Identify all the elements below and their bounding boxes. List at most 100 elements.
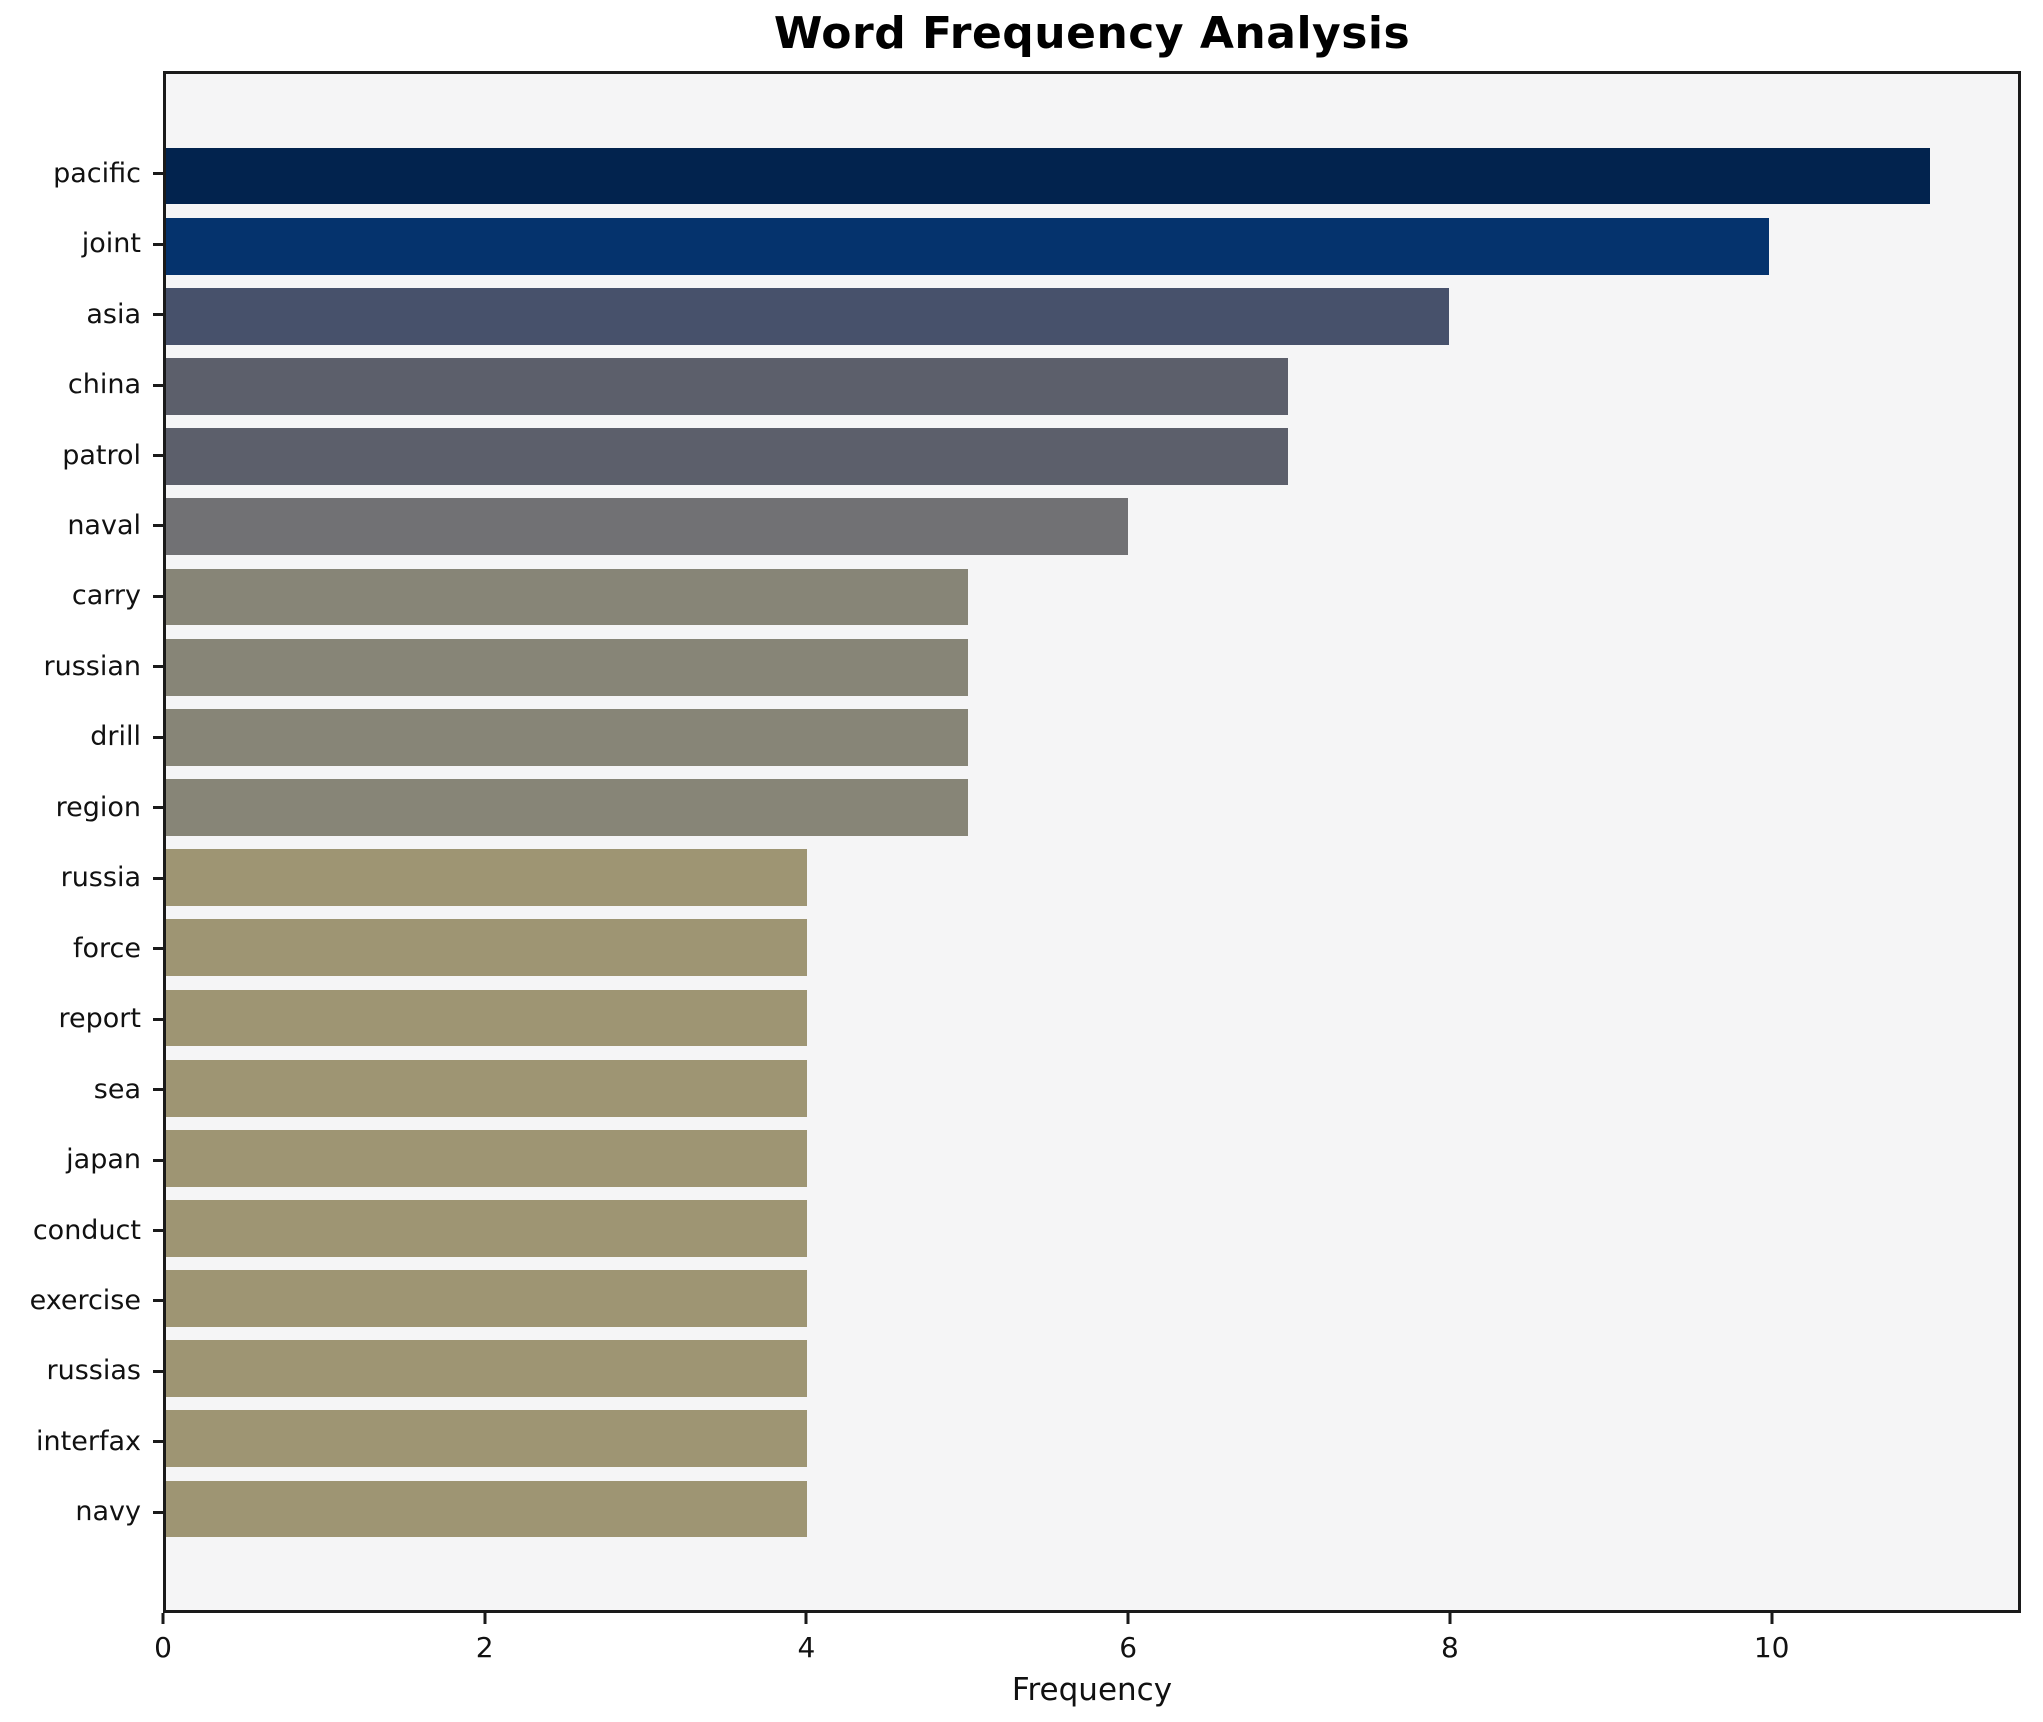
x-tick-mark [1448,1613,1452,1624]
x-axis: 0 2 4 6 8 10 [154,1613,2021,1683]
bar-russian [166,638,968,696]
x-tick-label-8: 8 [1441,1631,1459,1664]
y-axis-label-exercise: exercise [29,1284,141,1316]
bar-carry [166,568,968,626]
y-axis: pacific joint asia china patrol naval carry rus… [0,71,163,1613]
y-slot: drill [0,702,163,772]
y-axis-label-china: china [67,369,141,401]
bar-slot [166,913,2018,983]
y-slot: russian [0,631,163,701]
bar-sea [166,1059,808,1117]
y-slot: report [0,983,163,1053]
bar-slot [166,702,2018,772]
y-tick-mark [153,172,163,176]
y-axis-label-force: force [73,932,141,964]
y-axis-label-carry: carry [71,580,141,612]
y-slot: asia [0,279,163,349]
y-slot: region [0,772,163,842]
y-axis-label-report: report [58,1003,141,1035]
bar-asia [166,287,1449,345]
y-tick-mark [153,1229,163,1233]
y-axis-label-pacific: pacific [53,157,141,189]
y-axis-label-sea: sea [93,1073,141,1105]
y-axis-label-navy: navy [75,1496,141,1528]
y-tick-mark [153,735,163,739]
y-slot: navy [0,1477,163,1547]
y-tick-mark [153,242,163,246]
y-tick-mark [153,1369,163,1373]
x-tick-label-6: 6 [1119,1631,1138,1664]
bar-exercise [166,1270,808,1327]
bar-japan [166,1129,808,1187]
bar-slot [166,843,2018,913]
y-tick-mark [153,524,163,528]
bar-slot [166,141,2018,211]
y-tick-mark [153,1017,163,1021]
y-axis-label-asia: asia [86,298,141,330]
bar-conduct [166,1200,808,1257]
y-tick-mark [153,383,163,387]
y-slot: sea [0,1054,163,1124]
y-axis-label-japan: japan [66,1144,141,1176]
bar-china [166,358,1289,415]
x-tick-label-10: 10 [1753,1631,1790,1664]
bar-interfax [166,1410,808,1468]
y-slot: joint [0,208,163,278]
x-tick-mark [1126,1613,1130,1624]
y-axis-label-russias: russias [46,1355,141,1387]
y-tick-mark [153,1510,163,1514]
y-axis-label-conduct: conduct [32,1214,141,1246]
x-tick-mark [483,1613,487,1624]
y-slot: carry [0,561,163,631]
y-axis-label-joint: joint [81,228,141,260]
bar-slot [166,632,2018,702]
x-tick-label-2: 2 [475,1631,494,1664]
y-tick-mark [153,876,163,880]
y-axis-label-russian: russian [43,650,141,682]
y-tick-mark [153,806,163,810]
bar-drill [166,708,968,766]
bar-slot [166,1123,2018,1193]
y-tick-mark [153,1299,163,1303]
bar-slot [166,422,2018,492]
y-slot: naval [0,490,163,560]
y-slot: patrol [0,420,163,490]
y-tick-mark [153,454,163,458]
bar-naval [166,498,1129,556]
bar-slot [166,1264,2018,1334]
y-axis-label-interfax: interfax [36,1425,141,1457]
y-slot: exercise [0,1265,163,1335]
bar-report [166,989,808,1047]
bar-slot [166,211,2018,281]
y-axis-label-region: region [55,791,141,823]
y-slot: conduct [0,1195,163,1265]
y-axis-label-naval: naval [67,509,141,541]
y-axis-label-patrol: patrol [62,439,141,471]
bar-slot [166,351,2018,421]
bar-region [166,779,968,836]
bar-navy [166,1480,808,1538]
x-tick-label-0: 0 [154,1631,172,1664]
bar-russias [166,1340,808,1398]
bar-slot [166,492,2018,562]
bars-container [166,74,2018,1610]
x-tick-mark [1770,1613,1774,1624]
chart-title: Word Frequency Analysis [773,8,1411,59]
plot-area [163,71,2021,1613]
bar-slot [166,1053,2018,1123]
bar-slot [166,772,2018,842]
bar-patrol [166,428,1289,486]
bar-slot [166,1474,2018,1544]
x-tick-label-4: 4 [797,1631,816,1664]
y-tick-mark [153,313,163,317]
bar-joint [166,217,1770,275]
x-tick-mark [804,1613,808,1624]
y-slot: pacific [0,138,163,208]
y-slot: force [0,913,163,983]
bar-slot [166,1193,2018,1263]
y-tick-mark [153,594,163,598]
y-tick-mark [153,1158,163,1162]
bar-slot [166,562,2018,632]
y-tick-mark [153,947,163,951]
